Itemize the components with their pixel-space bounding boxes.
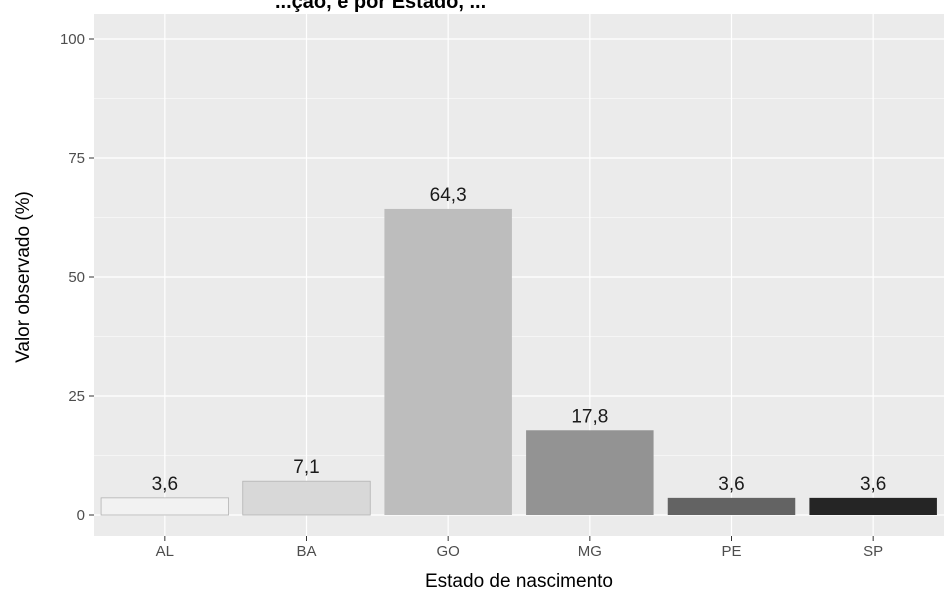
data-label-pe: 3,6 <box>718 474 744 495</box>
bar-mg <box>526 430 654 515</box>
y-axis-title: Valor observado (%) <box>13 191 34 363</box>
x-tick-label: MG <box>578 543 602 560</box>
y-tick-label: 100 <box>60 31 85 48</box>
x-tick-label: PE <box>721 543 741 560</box>
x-tick-label: GO <box>436 543 459 560</box>
data-labels: 3,6 7,1 64,3 17,8 3,6 3,6 <box>152 185 887 495</box>
data-label-go: 64,3 <box>430 185 467 206</box>
x-axis: AL BA GO MG PE SP <box>156 536 883 560</box>
bar-pe <box>667 497 796 515</box>
bar-ba <box>242 480 371 516</box>
data-label-al: 3,6 <box>152 474 178 495</box>
bar-sp <box>809 497 937 515</box>
data-label-sp: 3,6 <box>860 474 886 495</box>
y-axis: 0 25 50 75 100 <box>60 31 94 524</box>
y-tick-label: 0 <box>77 507 85 524</box>
data-label-mg: 17,8 <box>571 406 608 427</box>
bar-go <box>384 208 512 515</box>
x-tick-label: BA <box>296 543 316 560</box>
y-tick-label: 25 <box>68 388 85 405</box>
data-label-ba: 7,1 <box>293 457 319 478</box>
plot-panel <box>94 14 944 536</box>
y-tick-label: 50 <box>68 269 85 286</box>
chart-title: ...ção, e por Estado, ... <box>275 0 486 13</box>
bar-al <box>100 497 229 516</box>
x-tick-label: SP <box>863 543 883 560</box>
y-tick-label: 75 <box>68 150 85 167</box>
x-axis-title: Estado de nascimento <box>425 571 613 592</box>
x-tick-label: AL <box>156 543 174 560</box>
bars <box>100 208 937 516</box>
